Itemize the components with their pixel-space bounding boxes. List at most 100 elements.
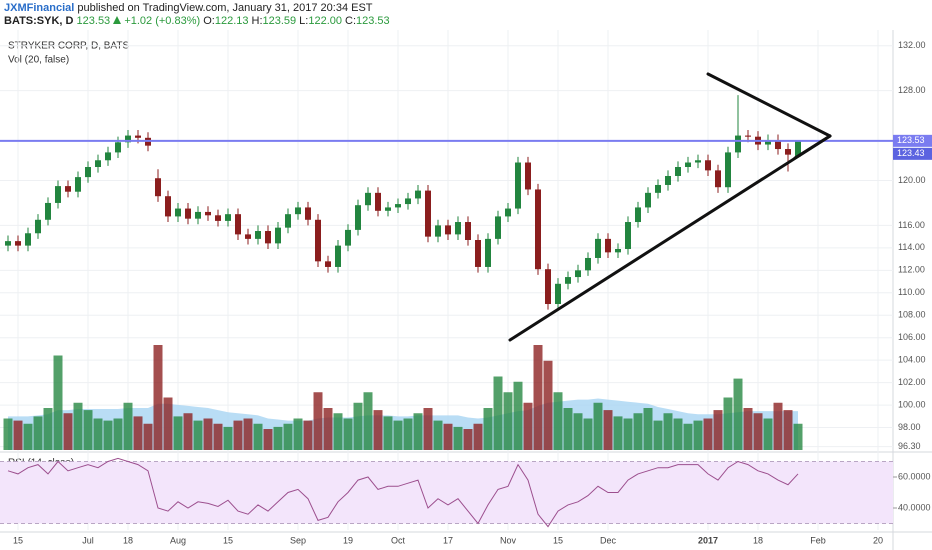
y-tick-label: 104.00 [898,355,926,365]
candle-body [695,160,701,163]
volume-bar [453,426,463,450]
candle-body [765,140,771,145]
header-line: BATS:SYK, D 123.53 +1.02 (+0.83%) O:122.… [4,15,393,28]
candle-body [235,214,241,235]
candle-body [245,234,251,239]
candle-body [745,135,751,137]
volume-bar [693,420,703,450]
quote-value: 123.53 [356,15,390,27]
volume-bar [213,423,223,450]
candle-body [505,208,511,217]
candle-body [675,167,681,176]
candle-body [335,245,341,267]
candle-body [165,196,171,217]
candle-body [325,261,331,267]
x-tick-label: 17 [443,535,453,545]
volume-bar [273,426,283,450]
x-tick-label: 2017 [698,535,718,545]
candle-body [305,207,311,220]
volume-bar [203,418,213,450]
candle-body [345,229,351,246]
header-line: JXMFinancial published on TradingView.co… [4,2,393,15]
candle-body [655,184,661,193]
volume-bar [103,420,113,450]
volume-bar [433,420,443,450]
candle-body [365,192,371,206]
x-tick-label: Sep [290,535,306,545]
y-tick-label: 100.00 [898,399,926,409]
candle-body [25,233,31,246]
candle-body [605,238,611,253]
volume-bar [683,423,693,450]
candle-body [385,207,391,211]
x-tick-label: 18 [753,535,763,545]
candle-body [135,135,141,138]
candle-body [405,198,411,205]
volume-bar [253,423,263,450]
volume-bar [153,345,163,450]
volume-bar [333,413,343,450]
candle-body [255,231,261,239]
y-tick-label: 102.00 [898,377,926,387]
up-arrow [113,16,122,24]
candle-body [185,208,191,219]
volume-bar [633,413,643,450]
volume-bar [183,413,193,450]
volume-bar [753,413,763,450]
quote-value: 122.00 [308,15,342,27]
volume-bar [83,410,93,450]
volume-bar [113,418,123,450]
x-tick-label: Dec [600,535,617,545]
volume-bar [343,418,353,450]
candle-body [735,135,741,153]
volume-bar [33,416,43,450]
volume-bar [93,418,103,450]
rsi-band [0,461,893,524]
candle-body [665,175,671,185]
volume-bar [223,426,233,450]
candle-body [615,248,621,253]
candle-body [75,177,81,192]
quote-label: C: [345,15,356,27]
candle-body [95,160,101,168]
volume-bar [383,416,393,450]
quote-label: H: [251,15,263,27]
volume-bar [533,345,543,450]
candle-body [395,204,401,208]
candle-body [495,216,501,239]
x-tick-label: Aug [170,535,186,545]
candle-body [565,277,571,284]
candle-body [65,186,71,192]
volume-bar [493,376,503,450]
candle-body [455,222,461,235]
y-tick-label: 106.00 [898,332,926,342]
volume-bar [173,416,183,450]
price-label-box [893,134,932,147]
volume-bar [403,418,413,450]
volume-bar [783,410,793,450]
y-tick-label: 114.00 [898,242,925,252]
x-tick-label: 15 [223,535,233,545]
volume-bar [303,420,313,450]
y-tick-label: 128.00 [898,85,926,95]
volume-bar [613,416,623,450]
symbol: BATS:SYK, D [4,15,74,27]
price-label-box [893,147,932,160]
price-label: 123.43 [897,148,925,158]
volume-bar [313,392,323,450]
candle-body [485,238,491,267]
quote-value: 122.13 [214,15,249,27]
candle-body [645,192,651,208]
volume-bar [503,392,513,450]
rsi-tick-label: 60.0000 [898,471,931,481]
volume-bar [723,397,733,450]
candle-body [205,211,211,216]
volume-bar [703,418,713,450]
candle-body [295,207,301,215]
volume-bar [603,410,613,450]
x-tick-label: Nov [500,535,517,545]
publisher[interactable]: JXMFinancial [4,2,75,14]
y-tick-label: 132.00 [898,40,926,50]
volume-bar [483,408,493,450]
